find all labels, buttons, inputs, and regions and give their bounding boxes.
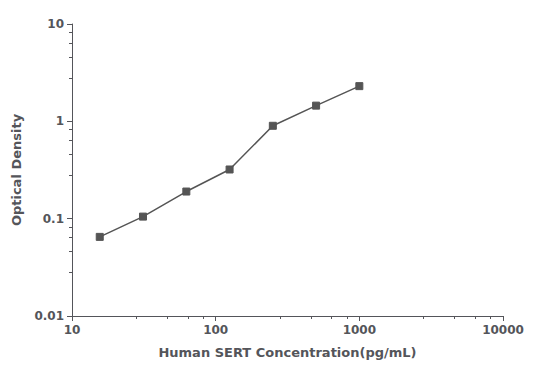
- svg-text:10: 10: [47, 17, 64, 31]
- svg-text:10: 10: [64, 323, 81, 337]
- svg-text:Optical Density: Optical Density: [9, 113, 24, 226]
- svg-text:10000: 10000: [482, 323, 524, 337]
- svg-text:Human SERT Concentration(pg/mL: Human SERT Concentration(pg/mL): [158, 345, 416, 360]
- svg-text:0.1: 0.1: [43, 212, 64, 226]
- svg-text:1000: 1000: [343, 323, 376, 337]
- svg-text:0.01: 0.01: [34, 309, 64, 323]
- svg-text:1: 1: [56, 114, 64, 128]
- svg-text:100: 100: [203, 323, 228, 337]
